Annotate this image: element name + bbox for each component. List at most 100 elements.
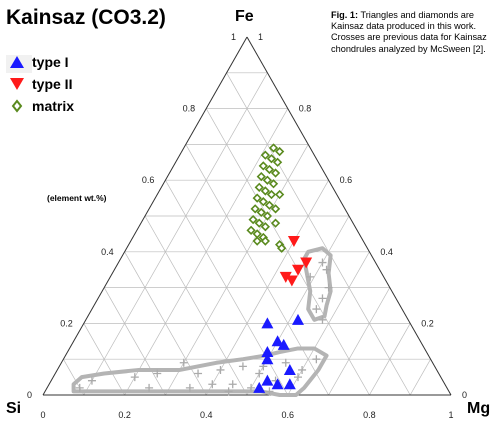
matrix-marker: [252, 229, 262, 239]
field-outline: [71, 346, 329, 397]
green-diamond-icon: [11, 99, 23, 113]
type-i-marker: [261, 374, 274, 386]
gridline-mg: [287, 251, 370, 396]
matrix-marker: [264, 200, 275, 210]
tick-label-bottom: 1: [448, 410, 453, 420]
triangle-edge-left: [42, 36, 248, 396]
vertex-label-mg: Mg: [467, 400, 491, 417]
matrix-marker: [270, 204, 281, 214]
matrix-marker: [264, 164, 275, 175]
type-i-marker: [277, 338, 290, 350]
matrix-marker: [268, 143, 279, 153]
legend-label-matrix: matrix: [32, 98, 75, 114]
matrix-marker: [246, 225, 256, 235]
type-i-marker: [261, 317, 274, 329]
matrix-marker: [256, 207, 266, 218]
cross-marker: [238, 362, 247, 371]
legend-label-type-ii: type II: [32, 76, 73, 92]
type-i-marker: [271, 335, 284, 347]
tick-label-bottom: 0: [40, 410, 45, 420]
matrix-marker: [275, 189, 285, 200]
cross-marker: [324, 283, 333, 292]
tick-label-left: 0.4: [101, 247, 114, 257]
grid: [63, 72, 431, 396]
tick-label-right: 0: [462, 390, 467, 400]
legend-label-type-i: type I: [32, 54, 69, 70]
cross-marker: [318, 294, 327, 303]
tick-label-bottom: 0.8: [363, 410, 376, 420]
type-ii-marker: [285, 275, 298, 287]
type-ii-marker: [300, 257, 313, 269]
matrix-marker: [252, 236, 262, 246]
matrix-marker: [262, 211, 273, 221]
gridline-si: [185, 144, 329, 396]
matrix-marker: [272, 157, 283, 167]
cross-marker: [247, 383, 256, 392]
cross-marker: [312, 355, 321, 364]
gridline-si: [103, 287, 166, 396]
matrix-marker: [254, 182, 264, 192]
data-points: [246, 143, 313, 393]
matrix-marker: [258, 161, 268, 171]
tick-label-left: 0: [27, 390, 32, 400]
tick-label-right: 0.8: [299, 104, 312, 114]
tick-label-bottom: 0.6: [282, 410, 295, 420]
gridline-si: [124, 251, 207, 396]
cross-marker: [75, 383, 84, 392]
tick-label-left: 1: [231, 32, 236, 42]
caption-text: Triangles and diamonds are Kainsaz data …: [331, 10, 487, 54]
type-ii-marker: [292, 264, 304, 276]
cross-marker: [130, 373, 139, 382]
vertex-label-fe: Fe: [235, 8, 254, 25]
matrix-marker: [260, 150, 270, 160]
mcsween-crosses: [75, 258, 333, 396]
cross-marker: [216, 365, 225, 374]
type-ii-marker: [287, 236, 300, 248]
cross-marker: [298, 365, 307, 374]
type-i-marker: [253, 381, 266, 393]
cross-marker: [294, 373, 302, 382]
chart-title: Kainsaz (CO3.2): [6, 6, 166, 29]
matrix-marker: [256, 171, 266, 182]
type-i-marker: [292, 313, 304, 325]
gridline-mg: [409, 359, 431, 396]
matrix-marker: [270, 218, 281, 228]
legend-item-type-ii: type II: [6, 73, 134, 95]
cross-marker: [312, 305, 321, 314]
matrix-marker: [262, 175, 273, 185]
red-triangle-icon: [10, 78, 24, 90]
cross-marker: [194, 369, 203, 378]
type-i-marker: [261, 346, 274, 358]
matrix-marker: [248, 214, 258, 225]
triangle-edge-right: [246, 36, 452, 396]
matrix-marker: [275, 146, 285, 157]
type-i-marker: [283, 378, 296, 390]
gridline-mg: [83, 72, 268, 396]
tick-label-left: 0.6: [142, 175, 155, 185]
cross-marker: [255, 369, 264, 378]
tick-label-bottom: 0.4: [200, 410, 213, 420]
cross-marker: [208, 380, 217, 389]
cross-marker: [224, 387, 233, 396]
matrix-marker: [258, 197, 268, 207]
tick-label-right: 0.2: [421, 318, 434, 328]
cross-marker: [322, 265, 331, 274]
cross-marker: [153, 369, 162, 378]
gridline-mg: [328, 287, 391, 396]
matrix-marker: [277, 243, 287, 253]
tick-label-bottom: 0.2: [118, 410, 131, 420]
matrix-marker: [266, 189, 277, 200]
tick-label-right: 0.4: [380, 247, 393, 257]
cross-marker: [318, 258, 327, 267]
tick-label-left: 0.8: [183, 104, 196, 114]
matrix-marker: [250, 204, 260, 214]
figure-caption: Fig. 1: Triangles and diamonds are Kains…: [331, 10, 491, 55]
field-outline: [302, 246, 333, 322]
cross-marker: [318, 315, 327, 324]
triangle-frame: [42, 36, 452, 396]
tick-label-left: 0.2: [60, 318, 73, 328]
tick-labels: 0100.20.80.20.40.60.40.60.40.60.80.20.81…: [27, 32, 467, 420]
tick-label-right: 0.6: [340, 175, 353, 185]
matrix-marker: [260, 236, 270, 246]
matrix-marker: [254, 218, 264, 228]
